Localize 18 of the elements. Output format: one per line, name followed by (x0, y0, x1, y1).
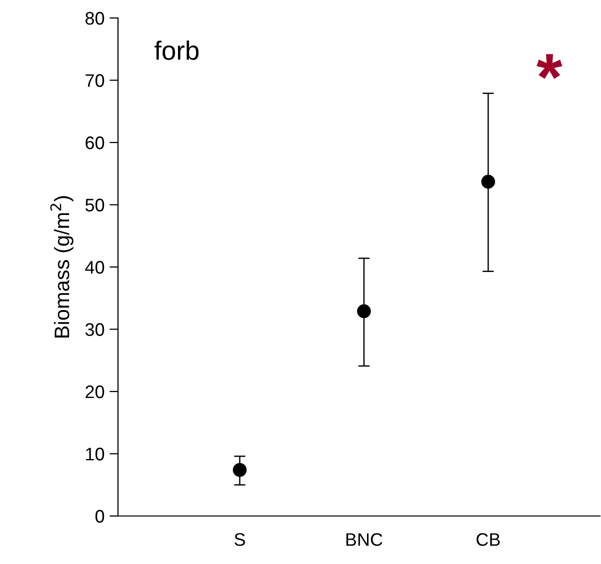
point (232, 463, 247, 477)
y-tick-label: 40 (85, 260, 104, 274)
y-tick-label: 70 (86, 74, 104, 87)
x-tick-label: S (234, 533, 245, 546)
y-tick-label: 60 (86, 136, 104, 150)
point (481, 174, 496, 189)
point (357, 304, 371, 318)
annotation: * (536, 54, 562, 79)
x-tick-label: CB (476, 533, 500, 546)
y-tick-label: 10 (86, 448, 104, 460)
y-axis-title: Biomass (g/m$^{2}$) (50, 196, 74, 338)
y-tick-label: 0 (95, 510, 104, 523)
x-tick-label: BNC (346, 533, 382, 546)
y-tick-label: 80 (86, 12, 104, 25)
annotation: forb (154, 40, 199, 60)
y-tick-label: 50 (85, 198, 104, 212)
y-tick-label: 30 (85, 323, 104, 336)
y-tick-label: 20 (86, 385, 104, 398)
